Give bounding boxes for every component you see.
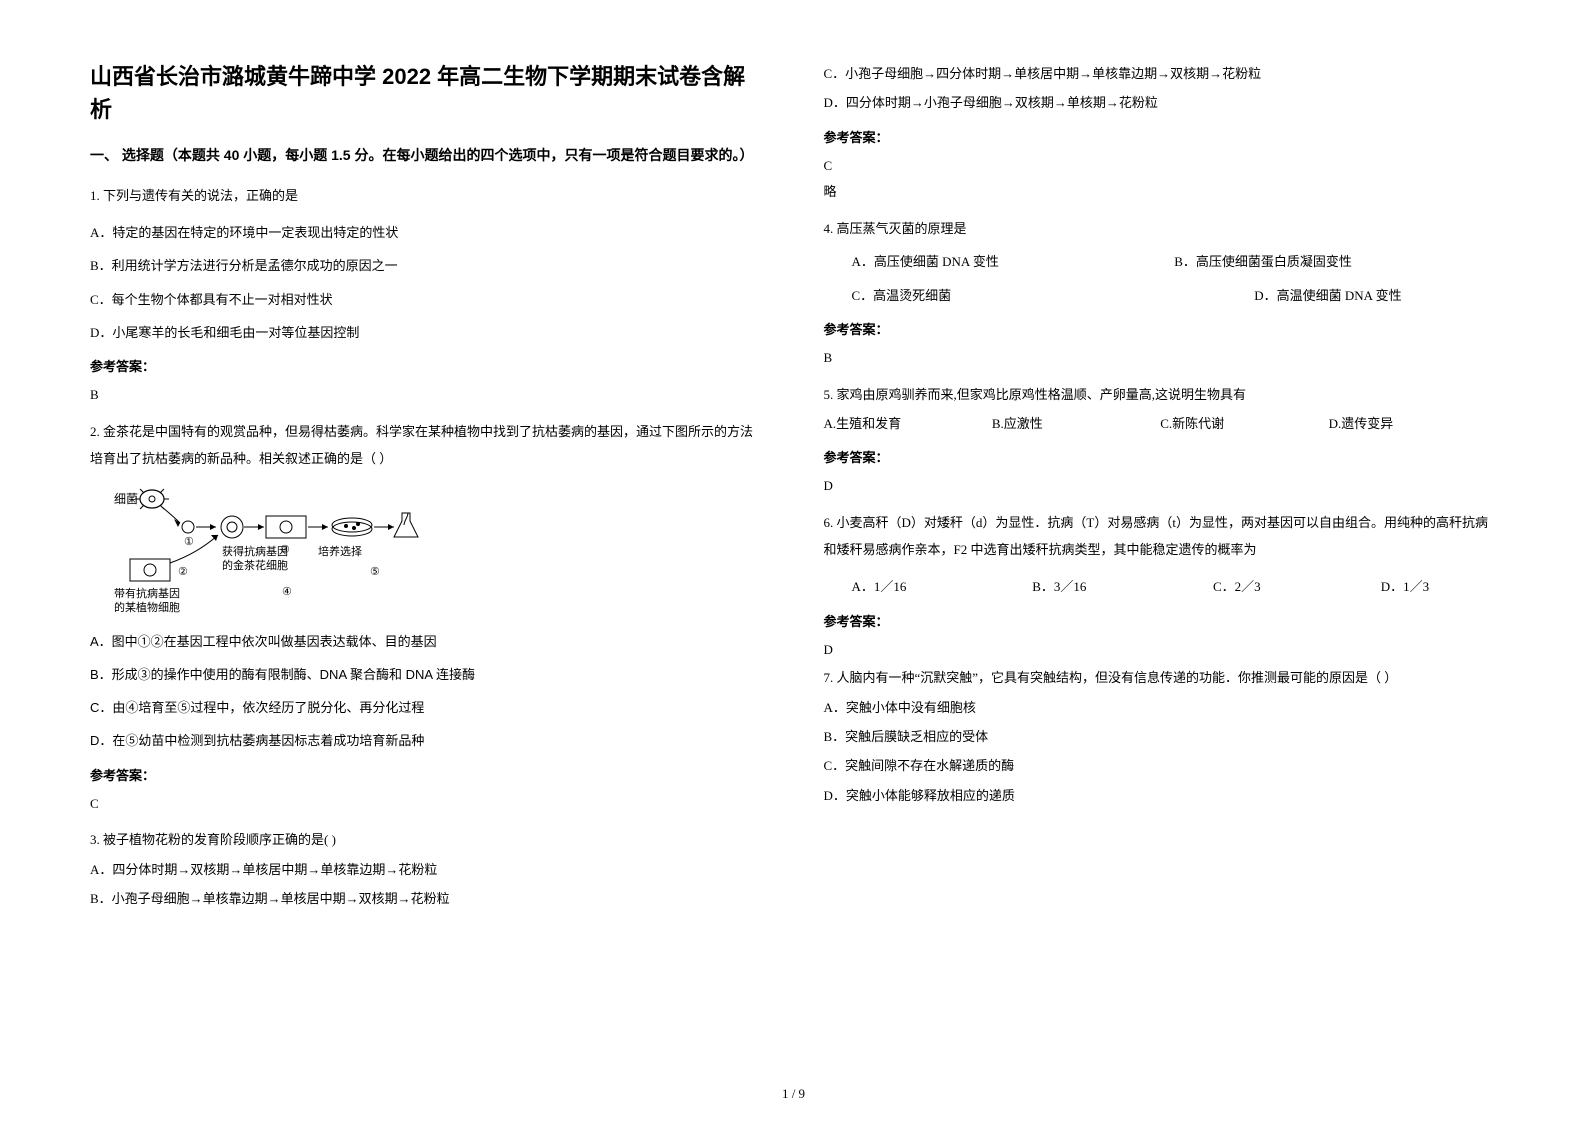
diag-n4: ④ bbox=[282, 586, 292, 598]
q1-stem: 1. 下列与遗传有关的说法，正确的是 bbox=[90, 182, 764, 209]
q2-opt-b: B．形成③的操作中使用的酶有限制酶、DNA 聚合酶和 DNA 连接酶 bbox=[90, 661, 764, 688]
q7-opt-b: B．突触后膜缺乏相应的受体 bbox=[824, 723, 1498, 750]
q6-stem: 6. 小麦高秆（D）对矮秆（d）为显性．抗病（T）对易感病（t）为显性，两对基因… bbox=[824, 509, 1498, 564]
q7-stem: 7. 人脑内有一种“沉默突触”，它具有突触结构，但没有信息传递的功能．你推测最可… bbox=[824, 664, 1498, 691]
q1-opt-c: C．每个生物个体都具有不止一对相对性状 bbox=[90, 286, 764, 313]
q4-opt-b: B．高压使细菌蛋白质凝固变性 bbox=[1174, 248, 1497, 275]
section-1-heading: 一、 选择题（本题共 40 小题，每小题 1.5 分。在每小题给出的四个选项中，… bbox=[90, 144, 764, 168]
q6-opts: A．1／16 B．3／16 C．2／3 D．1／3 bbox=[824, 573, 1498, 600]
q6-ans-label: 参考答案： bbox=[824, 611, 1498, 630]
q6-opt-c: C．2／3 bbox=[1213, 573, 1381, 600]
q3-opt-a: A．四分体时期→双核期→单核居中期→单核靠边期→花粉粒 bbox=[90, 856, 764, 883]
q2-opt-a: A．图中①②在基因工程中依次叫做基因表达载体、目的基因 bbox=[90, 628, 764, 655]
q5-opt-c: C.新陈代谢 bbox=[1160, 410, 1328, 437]
q6-opt-a: A．1／16 bbox=[852, 573, 1033, 600]
exam-title: 山西省长治市潞城黄牛蹄中学 2022 年高二生物下学期期末试卷含解析 bbox=[90, 60, 764, 126]
q2-diagram: 细菌 ① ② bbox=[108, 483, 764, 618]
page-footer: 1 / 9 bbox=[0, 1086, 1587, 1102]
q5-opts: A.生殖和发育 B.应激性 C.新陈代谢 D.遗传变异 bbox=[824, 410, 1498, 437]
q4-ans: B bbox=[824, 346, 1498, 371]
q7-opt-a: A．突触小体中没有细胞核 bbox=[824, 694, 1498, 721]
q2-ans-label: 参考答案： bbox=[90, 765, 764, 784]
diag-t4: 带有抗病基因 bbox=[114, 586, 180, 600]
q4-stem: 4. 高压蒸气灭菌的原理是 bbox=[824, 215, 1498, 242]
diag-t1: 获得抗病基因 bbox=[222, 544, 288, 558]
q4-opt-d: D．高温使细菌 DNA 变性 bbox=[1174, 282, 1497, 309]
q3-ans: C bbox=[824, 154, 1498, 179]
q4-row1: A．高压使细菌 DNA 变性 B．高压使细菌蛋白质凝固变性 bbox=[824, 248, 1498, 275]
q3-ans-label: 参考答案： bbox=[824, 127, 1498, 146]
diag-t2: 培养选择 bbox=[318, 544, 362, 558]
q5-opt-b: B.应激性 bbox=[992, 410, 1160, 437]
q7-opt-d: D．突触小体能够释放相应的递质 bbox=[824, 782, 1498, 809]
q1-ans: B bbox=[90, 383, 764, 408]
diag-n5: ⑤ bbox=[370, 566, 380, 578]
q2-ans: C bbox=[90, 792, 764, 817]
q4-ans-label: 参考答案： bbox=[824, 319, 1498, 338]
q4-row2: C．高温烫死细菌 D．高温使细菌 DNA 变性 bbox=[824, 282, 1498, 309]
diag-bact-label: 细菌 bbox=[114, 492, 138, 506]
diag-n2: ② bbox=[178, 566, 188, 578]
q4-opt-c: C．高温烫死细菌 bbox=[852, 282, 1175, 309]
q5-ans: D bbox=[824, 474, 1498, 499]
q3-opt-d: D．四分体时期→小孢子母细胞→双核期→单核期→花粉粒 bbox=[824, 89, 1498, 116]
q3-opt-c: C．小孢子母细胞→四分体时期→单核居中期→单核靠边期→双核期→花粉粒 bbox=[824, 60, 1498, 87]
q5-stem: 5. 家鸡由原鸡驯养而来,但家鸡比原鸡性格温顺、产卵量高,这说明生物具有 bbox=[824, 381, 1498, 408]
q1-opt-b: B．利用统计学方法进行分析是孟德尔成功的原因之一 bbox=[90, 252, 764, 279]
q1-opt-a: A．特定的基因在特定的环境中一定表现出特定的性状 bbox=[90, 219, 764, 246]
q5-opt-a: A.生殖和发育 bbox=[824, 410, 992, 437]
q1-opt-d: D．小尾寒羊的长毛和细毛由一对等位基因控制 bbox=[90, 319, 764, 346]
q4-opt-a: A．高压使细菌 DNA 变性 bbox=[852, 248, 1175, 275]
q6-ans: D bbox=[824, 638, 1498, 663]
exam-page: 山西省长治市潞城黄牛蹄中学 2022 年高二生物下学期期末试卷含解析 一、 选择… bbox=[90, 60, 1497, 1092]
q3-opt-b: B．小孢子母细胞→单核靠边期→单核居中期→双核期→花粉粒 bbox=[90, 885, 764, 912]
diag-n1: ① bbox=[184, 536, 194, 548]
q1-ans-label: 参考答案： bbox=[90, 356, 764, 375]
q2-stem: 2. 金茶花是中国特有的观赏品种，但易得枯萎病。科学家在某种植物中找到了抗枯萎病… bbox=[90, 418, 764, 473]
q6-opt-b: B．3／16 bbox=[1032, 573, 1213, 600]
q6-opt-d: D．1／3 bbox=[1381, 573, 1497, 600]
q5-ans-label: 参考答案： bbox=[824, 447, 1498, 466]
diag-t3: 的金茶花细胞 bbox=[222, 558, 288, 572]
q5-opt-d: D.遗传变异 bbox=[1329, 410, 1497, 437]
left-column: 山西省长治市潞城黄牛蹄中学 2022 年高二生物下学期期末试卷含解析 一、 选择… bbox=[90, 60, 764, 1092]
q7-opt-c: C．突触间隙不存在水解递质的酶 bbox=[824, 752, 1498, 779]
q2-opt-c: C．由④培育至⑤过程中，依次经历了脱分化、再分化过程 bbox=[90, 694, 764, 721]
q2-diagram-svg: 细菌 ① ② bbox=[108, 483, 428, 613]
q3-ans-short: 略 bbox=[824, 180, 1498, 205]
right-column: C．小孢子母细胞→四分体时期→单核居中期→单核靠边期→双核期→花粉粒 D．四分体… bbox=[824, 60, 1498, 1092]
diag-t5: 的某植物细胞 bbox=[114, 600, 180, 613]
q2-opt-d: D．在⑤幼苗中检测到抗枯萎病基因标志着成功培育新品种 bbox=[90, 727, 764, 754]
q3-stem: 3. 被子植物花粉的发育阶段顺序正确的是( ) bbox=[90, 826, 764, 853]
